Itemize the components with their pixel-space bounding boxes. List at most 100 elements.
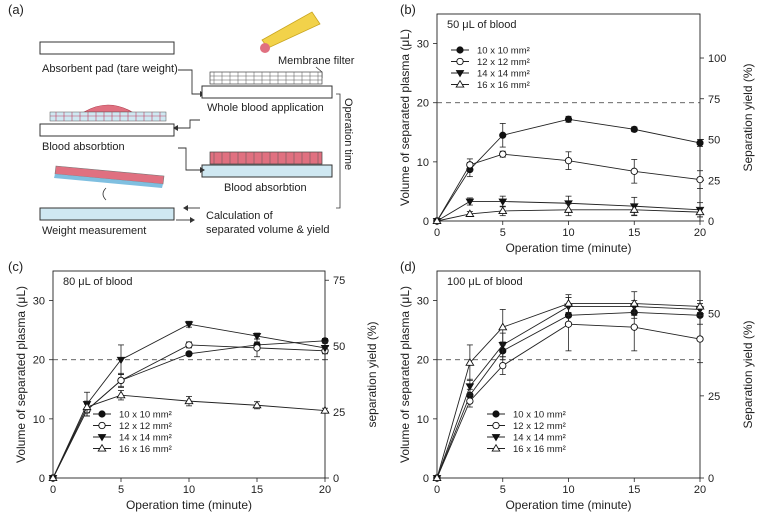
y2-tick-label: 25 [333,407,345,419]
legend-label: 12 x 12 mm² [477,57,530,68]
y2-tick-label: 25 [708,175,720,187]
soaked-pad-right [201,164,333,178]
data-point [564,115,573,123]
data-point [432,473,442,482]
y-axis-title: Volume of separated plasma (μL) [14,286,28,463]
data-point [320,405,330,414]
data-point [466,397,474,405]
data-point [184,321,194,329]
data-point [630,323,638,331]
series-line [436,306,701,479]
legend-marker [455,70,465,78]
y-tick-label: 30 [417,39,429,51]
legend-label: 14 x 14 mm² [119,433,172,444]
series-line [436,201,701,222]
data-point [253,344,261,352]
legend-marker [456,46,464,54]
data-point [465,198,475,206]
x-tick-label: 10 [183,484,195,496]
data-point [498,322,508,331]
whole-blood-label: Whole blood application [207,102,324,114]
blood-absorption-right-label: Blood absorbtion [224,182,307,194]
y2-tick-label: 75 [333,275,345,287]
arrow-pad-to-apply [178,69,200,95]
y-tick-label: 10 [417,414,429,426]
y2-axis-title: Separation yield (%) [741,320,755,428]
data-point [499,131,507,139]
data-point [498,206,508,214]
x-tick-label: 10 [562,484,574,496]
data-point [695,301,705,310]
legend-label: 16 x 16 mm² [477,80,530,91]
data-point [696,139,704,147]
removed-membrane-base [54,174,163,188]
y-tick-label: 20 [417,355,429,367]
legend-label: 16 x 16 mm² [119,444,172,455]
blood-membrane-icon [209,151,323,165]
series-4 [432,291,705,482]
curved-arrow-icon [102,187,107,201]
blood-fibers-icon [50,112,166,121]
series-line [436,323,701,479]
x-tick-label: 0 [50,484,56,496]
series-line [52,394,326,479]
legend-marker [492,410,500,418]
data-point [696,335,704,343]
y-axis-title: Volume of separated plasma (μL) [398,286,412,463]
series-line [52,340,326,479]
data-point [82,402,92,411]
y-tick-label: 30 [33,296,45,308]
y-tick-label: 0 [39,473,45,485]
data-point [563,205,574,213]
y2-tick-label: 50 [708,309,720,321]
panel-a: (a) Absorbent pad (tare weight) Membrane… [8,2,355,237]
data-point [185,341,193,349]
y-tick-label: 30 [417,296,429,308]
plot-frame [52,270,326,479]
series-line [52,323,326,479]
series-line [436,311,701,479]
panel-label: (c) [8,259,23,274]
x-tick-label: 5 [500,484,506,496]
blood-pool-icon [82,104,134,113]
data-point [466,161,474,169]
arrow-absorb-to-absorb [178,147,200,171]
data-point [184,396,194,405]
legend-marker [98,421,106,430]
calc-label-line2: separated volume & yield [206,224,330,236]
data-point [252,333,262,341]
data-point [696,175,704,184]
data-point [432,216,442,225]
legend-label: 12 x 12 mm² [119,421,172,432]
x-axis-title: Operation time (minute) [126,498,252,512]
data-point [499,361,507,370]
series-2 [49,338,329,482]
membrane-fibers-icon [213,152,319,164]
panel-label: (d) [400,259,416,274]
series-1 [49,337,329,482]
x-tick-label: 15 [251,484,263,496]
y-tick-label: 20 [417,98,429,110]
legend-label: 10 x 10 mm² [119,410,172,421]
legend-marker [491,443,501,452]
legend-marker [97,443,107,452]
x-tick-label: 0 [434,227,440,239]
series-line [52,344,326,479]
legend-marker [455,79,465,88]
data-point [116,356,126,365]
data-point [498,198,508,206]
legend-label: 10 x 10 mm² [477,46,530,57]
legend-label: 12 x 12 mm² [513,421,566,432]
x-tick-label: 20 [694,484,706,496]
y-axis-title: Volume of separated plasma (μL) [398,29,412,206]
x-tick-label: 5 [118,484,124,496]
x-tick-label: 20 [694,227,706,239]
legend-marker [98,410,106,418]
y2-tick-label: 100 [708,53,726,65]
data-point [116,390,126,399]
